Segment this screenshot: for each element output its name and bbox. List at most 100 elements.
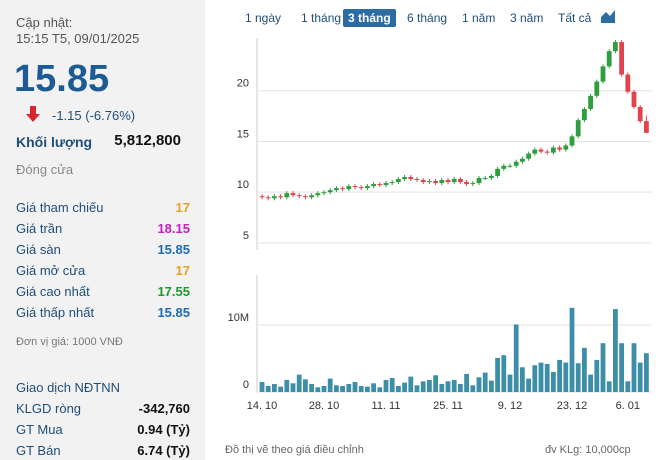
candle-body xyxy=(396,178,401,183)
range-tab[interactable]: 1 năm xyxy=(462,11,496,25)
candle-body xyxy=(557,147,562,150)
candle-body xyxy=(637,106,643,122)
candle-body xyxy=(433,181,438,184)
candle-body xyxy=(501,165,507,169)
volume-bar xyxy=(433,375,438,392)
foreign-label: GT Mua xyxy=(16,422,63,437)
volume-bar xyxy=(606,381,612,392)
candle-body xyxy=(644,121,649,133)
candle-body xyxy=(389,182,395,184)
candle-body xyxy=(439,180,445,184)
row-value: 15.85 xyxy=(157,305,190,320)
volume-bar xyxy=(420,381,426,392)
candle-body xyxy=(458,178,463,183)
candle-body xyxy=(315,193,321,196)
volume-bar xyxy=(551,371,556,392)
down-arrow xyxy=(26,106,40,122)
volume-bar xyxy=(265,385,271,392)
candle-body xyxy=(520,158,525,162)
volume-bar xyxy=(259,381,265,392)
volume-bar xyxy=(501,355,507,392)
candle-body xyxy=(594,81,600,96)
volume-bar xyxy=(520,367,525,392)
candle-body xyxy=(334,188,339,191)
volume-bar xyxy=(352,381,358,392)
range-tab[interactable]: Tất cả xyxy=(558,11,592,25)
candle-body xyxy=(563,145,569,150)
candle-body xyxy=(582,109,587,121)
candle-body xyxy=(575,120,581,137)
volume-bar xyxy=(451,379,457,392)
candle-body xyxy=(631,91,637,107)
candle-body xyxy=(606,51,612,67)
volume-bar xyxy=(489,380,494,392)
volume-bar xyxy=(619,343,624,392)
range-tab[interactable]: 1 tháng xyxy=(301,11,342,25)
candle-body xyxy=(476,177,482,184)
candle-body xyxy=(489,175,494,178)
volume-bar xyxy=(625,381,631,392)
candle-body xyxy=(309,195,314,198)
volume-bar xyxy=(371,383,376,392)
volume-bar xyxy=(476,377,482,392)
row-value: 18.15 xyxy=(157,221,190,236)
candle-body xyxy=(495,168,500,176)
candle-body xyxy=(278,196,283,198)
x-tick-label: 14. 10 xyxy=(247,400,278,412)
candle-body xyxy=(321,192,327,194)
candle-body xyxy=(445,180,451,183)
candle-body xyxy=(470,183,476,185)
candle-body xyxy=(414,178,420,181)
price: 15.85 xyxy=(14,58,110,100)
volume-bar xyxy=(358,385,364,392)
candle-body xyxy=(526,153,531,159)
candle-body xyxy=(532,149,538,154)
volume-bar xyxy=(526,378,531,392)
candle-body xyxy=(327,190,333,193)
candle-body xyxy=(383,183,389,186)
candle-body xyxy=(265,197,271,199)
volume-label: Khối lượng xyxy=(16,134,93,150)
volume-bar xyxy=(582,347,587,392)
range-tab[interactable]: 6 tháng xyxy=(407,11,448,25)
updated-time: 15:15 T5, 09/01/2025 xyxy=(16,31,140,46)
volume-bar xyxy=(427,379,432,392)
foreign-value: 0.94 (Tỷ) xyxy=(137,422,190,437)
volume-bar xyxy=(284,379,290,392)
chart-icon[interactable] xyxy=(600,8,616,24)
volume-bar xyxy=(532,365,538,392)
volume-bar xyxy=(588,374,593,392)
row-value: 17 xyxy=(175,263,190,278)
candle-body xyxy=(625,74,631,92)
updated-label: Cập nhật: xyxy=(16,15,73,30)
candle-body xyxy=(402,176,407,179)
volume-bar xyxy=(321,385,327,392)
volume-bar xyxy=(470,385,476,392)
candle-body xyxy=(482,177,488,179)
range-tab[interactable]: 3 tháng xyxy=(343,9,396,27)
status: Đóng cửa xyxy=(16,162,74,177)
candle-body xyxy=(544,151,550,153)
range-tab[interactable]: 3 năm xyxy=(510,11,544,25)
y-tick-label: 0 xyxy=(243,379,249,391)
row-label: Giá mở cửa xyxy=(16,263,86,278)
y-tick-label: 10 xyxy=(237,179,249,191)
volume-bar xyxy=(482,372,488,392)
candle-body xyxy=(420,180,426,183)
candle-body xyxy=(365,186,370,189)
volume-bar xyxy=(439,383,445,392)
candle-body xyxy=(538,149,544,152)
volume-bar xyxy=(538,362,544,392)
unit: Đơn vị giá: 1000 VNĐ xyxy=(16,336,123,348)
volume-bar xyxy=(408,376,414,392)
volume-bar xyxy=(631,343,637,392)
candle-body xyxy=(451,178,457,183)
volume-bar xyxy=(507,374,513,392)
range-tab[interactable]: 1 ngày xyxy=(245,11,282,25)
volume-bar xyxy=(600,343,606,392)
footer-note: Đồ thị vẽ theo giá điều chỉnh xyxy=(225,444,364,456)
x-tick-label: 23. 12 xyxy=(557,400,588,412)
volume-bar xyxy=(377,387,383,392)
candle-body xyxy=(358,187,364,189)
